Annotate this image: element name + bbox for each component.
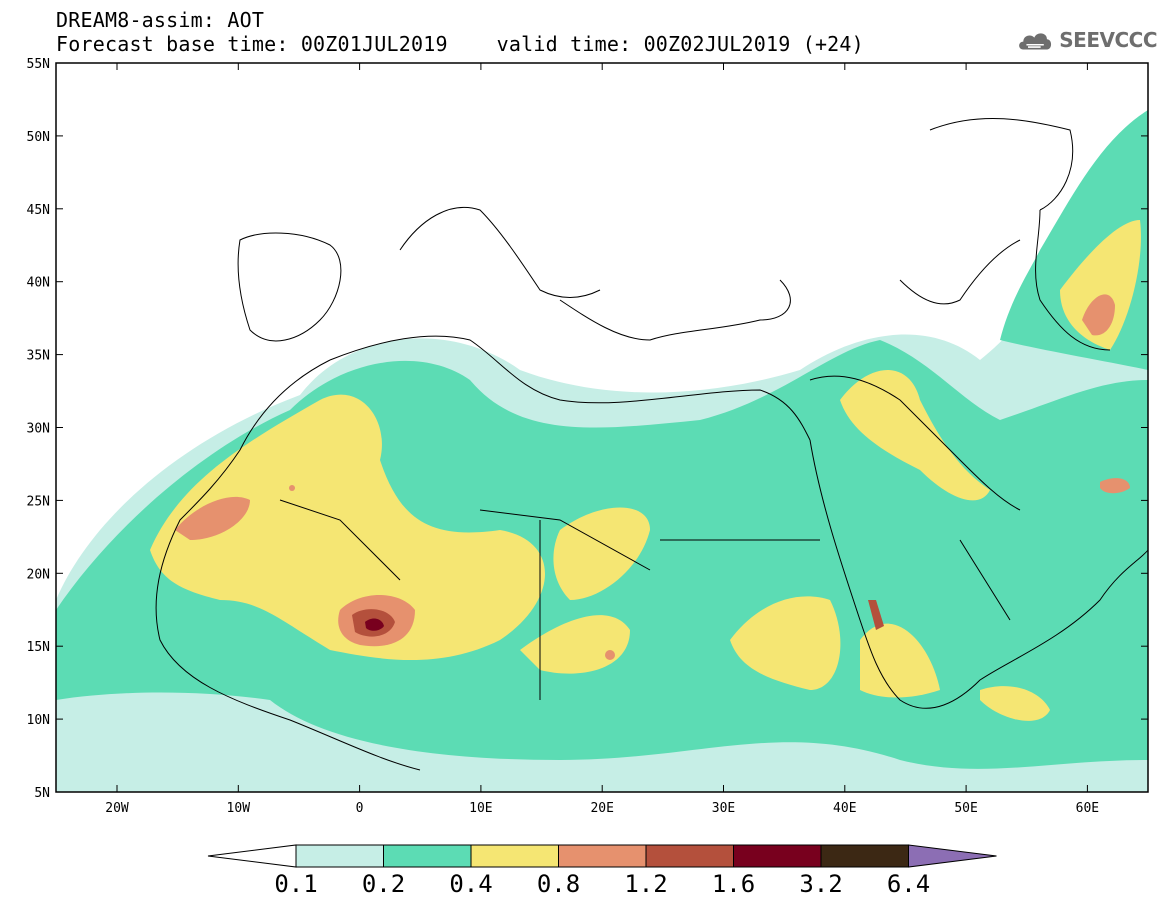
lat-label: 40N	[27, 276, 50, 291]
colorbar-label: 0.4	[449, 870, 493, 898]
lon-label: 60E	[1076, 801, 1099, 816]
lon-label: 10E	[469, 801, 492, 816]
lon-label: 0	[356, 801, 364, 816]
colorbar-label: 6.4	[886, 870, 931, 898]
lat-label: 30N	[27, 422, 50, 437]
lat-label: 20N	[27, 567, 50, 582]
seevccc-logo: SEEVCCC	[1017, 22, 1157, 58]
cloud-icon	[1019, 33, 1052, 50]
lat-label: 15N	[27, 640, 50, 655]
colorbar-label: 0.2	[361, 870, 406, 898]
colorbar-label: 3.2	[799, 870, 843, 898]
lon-label: 50E	[954, 801, 977, 816]
lat-label: 55N	[27, 57, 50, 72]
lat-label: 50N	[27, 130, 50, 145]
colorbar-label: 0.1	[274, 870, 318, 898]
forecast-time-line: Forecast base time: 00Z01JUL2019 valid t…	[56, 32, 864, 56]
lon-label: 20W	[105, 801, 129, 816]
lon-label: 30E	[712, 801, 735, 816]
lon-label: 40E	[833, 801, 856, 816]
coastlines	[155, 118, 1148, 771]
lat-label: 25N	[27, 494, 50, 509]
latitude-axis: 55N 50N 45N 40N 35N 30N 25N 20N 15N 10N 5N	[27, 57, 1148, 801]
colorbar-label: 1.6	[711, 870, 756, 898]
map-title: DREAM8-assim: AOT	[56, 8, 265, 32]
colorbar-label: 1.2	[624, 870, 668, 898]
lat-label: 45N	[27, 203, 50, 218]
lat-label: 10N	[27, 713, 50, 728]
longitude-axis: 20W 10W 0 10E 20E 30E 40E 50E 60E	[105, 63, 1099, 816]
lat-label: 5N	[34, 786, 50, 801]
colorbar-label: 0.8	[536, 870, 581, 898]
lon-label: 10W	[227, 801, 251, 816]
logo-text: SEEVCCC	[1059, 28, 1157, 52]
aot-field	[56, 110, 1148, 792]
lon-label: 20E	[590, 801, 613, 816]
lat-label: 35N	[27, 349, 50, 364]
